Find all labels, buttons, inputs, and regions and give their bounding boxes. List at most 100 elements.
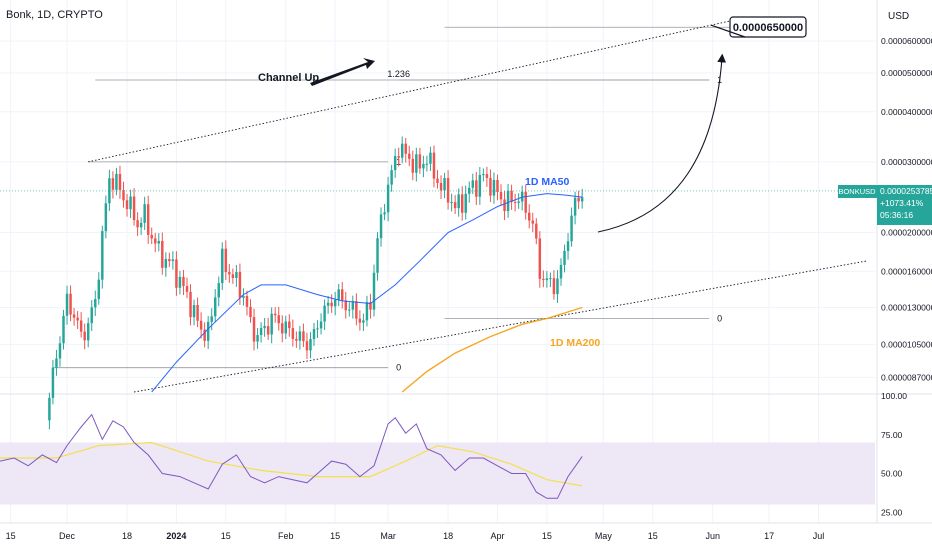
candle-body-104 — [415, 154, 418, 173]
candle-body-137 — [531, 220, 534, 224]
candle-body-147 — [566, 241, 570, 251]
grid — [0, 0, 875, 523]
candle-body-151 — [580, 197, 584, 202]
candle-body-95 — [383, 212, 386, 215]
candle-body-25 — [136, 220, 139, 228]
candle-body-14 — [97, 279, 101, 300]
candle-body-132 — [513, 201, 517, 203]
candle-body-23 — [129, 196, 132, 210]
candle-body-69 — [291, 328, 295, 339]
candle-body-31 — [157, 240, 161, 244]
price-badge-change: +1073.41% — [880, 198, 924, 208]
candle-body-20 — [118, 173, 122, 191]
fib-label-4: 0 — [717, 314, 722, 324]
candle-body-73 — [305, 341, 309, 351]
candle-body-13 — [94, 299, 97, 308]
candle-body-84 — [344, 300, 348, 311]
annotations: 0.0000650000 Channel Up 1D MA50 1D MA200 — [258, 16, 807, 349]
symbol-badge-text: BONKUSD — [838, 187, 876, 196]
x-tick-label-7: Mar — [380, 531, 396, 541]
y-tick-label-3: 0.0000300000 — [881, 157, 932, 167]
y-tick-label-8: 0.0000087000 — [881, 372, 932, 382]
candle-body-97 — [390, 170, 393, 185]
x-tick-label-0: 15 — [6, 531, 16, 541]
candle-body-141 — [545, 278, 549, 281]
candle-body-130 — [506, 190, 510, 212]
candle-body-91 — [369, 302, 372, 310]
price-badge: BONKUSD 0.0000253785 +1073.41% 05:36:16 — [0, 184, 932, 225]
candle-body-139 — [538, 238, 542, 279]
candle-body-70 — [295, 338, 298, 341]
x-tick-label-4: 15 — [221, 531, 231, 541]
channel-upper — [88, 18, 738, 163]
candle-body-105 — [418, 154, 422, 169]
fib-label-2: 1.236 — [387, 69, 410, 79]
candle-body-120 — [471, 180, 475, 188]
candle-body-87 — [355, 301, 358, 319]
candle-body-82 — [337, 289, 340, 300]
candle-body-145 — [559, 264, 563, 279]
candle-body-118 — [464, 193, 467, 213]
candle-body-44 — [203, 329, 206, 341]
rsi-band — [0, 442, 875, 505]
candle-body-65 — [277, 315, 280, 324]
x-tick-label-2: 18 — [122, 531, 132, 541]
candle-body-88 — [358, 318, 362, 323]
ma200-line — [401, 306, 583, 393]
rsi-tick-label-0: 100.00 — [881, 391, 907, 401]
candle-body-35 — [171, 259, 175, 262]
channel-lower — [133, 260, 869, 393]
candle-body-7 — [72, 314, 76, 318]
candle-body-111 — [439, 182, 443, 191]
x-tick-label-5: Feb — [278, 531, 294, 541]
currency-label[interactable]: USD — [888, 11, 910, 22]
candle-body-5 — [65, 293, 69, 316]
candle-body-129 — [503, 199, 506, 212]
candle-body-92 — [372, 272, 376, 310]
y-tick-label-2: 0.0000400000 — [881, 107, 932, 117]
price-badge-bg — [877, 184, 932, 225]
rsi-tick-label-3: 25.00 — [881, 507, 903, 517]
candle-body-133 — [517, 201, 520, 203]
ma50-label: 1D MA50 — [525, 176, 570, 188]
x-tick-label-9: Apr — [490, 531, 504, 541]
candle-body-72 — [302, 331, 305, 342]
candle-body-114 — [450, 202, 453, 204]
candle-body-22 — [125, 200, 129, 210]
candle-body-143 — [552, 278, 556, 295]
candle-body-19 — [115, 173, 118, 190]
channel-lines — [88, 18, 869, 393]
candle-body-98 — [393, 156, 397, 171]
candle-body-101 — [404, 143, 407, 154]
x-tick-label-3: 2024 — [166, 531, 186, 541]
y-tick-label-5: 0.0000160000 — [881, 266, 932, 276]
candle-body-46 — [210, 316, 213, 322]
candle-body-59 — [256, 335, 259, 342]
candle-body-128 — [499, 192, 503, 200]
candle-body-9 — [79, 320, 83, 332]
candle-body-27 — [143, 204, 146, 223]
candle-body-86 — [351, 301, 355, 310]
candle-body-51 — [228, 272, 231, 275]
rsi-tick-label-2: 50.00 — [881, 469, 903, 479]
candle-body-99 — [397, 156, 400, 158]
candle-body-117 — [460, 194, 464, 213]
candle-body-17 — [108, 178, 111, 204]
candle-body-16 — [104, 203, 108, 232]
candle-body-66 — [281, 323, 284, 334]
candle-body-62 — [266, 326, 270, 335]
candle-body-42 — [196, 305, 199, 321]
candle-body-47 — [213, 297, 217, 317]
candle-body-102 — [408, 153, 411, 159]
candle-body-93 — [376, 238, 379, 273]
y-tick-label-6: 0.0000130000 — [881, 302, 932, 312]
candle-body-52 — [231, 274, 235, 278]
candle-body-131 — [510, 190, 513, 202]
candle-body-26 — [139, 222, 143, 228]
candle-body-58 — [252, 317, 256, 342]
candle-body-28 — [146, 204, 150, 235]
target-callout-box — [729, 16, 807, 38]
candle-body-11 — [86, 323, 90, 341]
candle-body-103 — [411, 158, 415, 173]
